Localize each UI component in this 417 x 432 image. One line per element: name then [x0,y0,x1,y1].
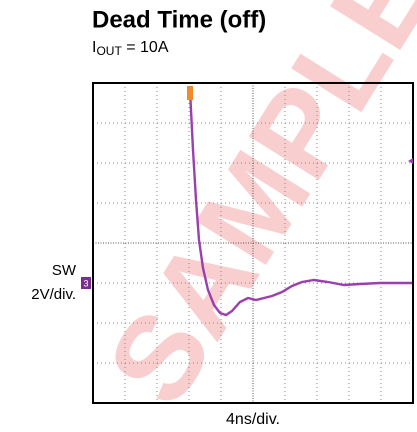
page: SAMPLE Dead Time (off) IOUT = 10A 3 SW 2… [0,0,417,432]
subtitle-rest: = 10A [122,39,169,56]
channel-marker-label: 3 [83,278,88,288]
scope-screenshot: SAMPLE Dead Time (off) IOUT = 10A 3 SW 2… [0,0,417,432]
timebase: 4ns/div. [226,411,280,428]
trigger-marker [187,86,193,100]
level-marker [408,158,413,164]
channel-scale: 2V/div. [31,286,76,303]
subtitle-sub: OUT [96,44,122,58]
title: Dead Time (off) [92,6,266,33]
subtitle: IOUT = 10A [92,39,169,58]
channel-name: SW [52,262,77,279]
